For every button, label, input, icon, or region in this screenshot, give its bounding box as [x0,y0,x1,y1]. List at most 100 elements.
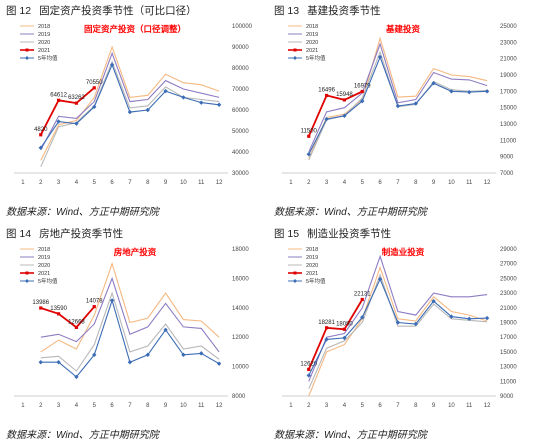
x-tick-label: 9 [432,403,436,409]
x-tick-label: 6 [110,403,114,409]
x-tick-label: 11 [466,180,473,186]
y-tick-label: 29000 [500,247,517,253]
y-tick-label: 50000 [232,129,249,135]
data-point [145,107,150,113]
y-tick-label: 16000 [232,276,249,282]
data-point [342,113,347,119]
x-tick-label: 3 [325,403,329,409]
data-point [306,373,311,378]
y-tick-label: 19000 [500,321,517,327]
data-point [127,359,133,365]
y-tick-label: 14000 [232,306,249,312]
legend-label: 5年均值 [306,54,326,62]
x-tick-label: 4 [75,403,79,409]
data-point [307,367,311,371]
x-tick-label: 5 [361,180,365,186]
legend-marker [293,56,297,60]
x-tick-label: 1 [21,403,25,409]
line-chart: 1 2 3 4 5 6 7 8 9 10 11 123000040000500006000070000… [14,24,253,186]
legend-label: 2019 [306,32,318,38]
x-tick-label: 8 [146,403,150,409]
x-tick-label: 8 [146,180,150,186]
legend-label: 2021 [306,48,318,54]
data-point [395,103,401,109]
y-tick-label: 12000 [232,335,249,341]
x-tick-label: 10 [448,403,455,409]
x-tick-label: 1 [21,180,25,186]
series-line-2020 [40,60,220,167]
chart-title: 图 14 房地产投资季节性 [6,228,124,240]
y-tick-label: 15000 [500,350,517,356]
data-point [92,305,96,309]
x-tick-label: 3 [57,403,61,409]
x-tick-label: 11 [198,403,205,409]
chart-panel-infrastructure: 图 13 基建投资季节性 1 2 3 4 5 6 7 8 9 10 11 12 7000 9000 11000… [268,0,536,223]
series-line-2019 [308,254,488,382]
data-point [342,327,347,331]
data-point [127,109,133,115]
y-tick-label: 23000 [500,291,517,297]
data-point [74,374,79,380]
data-point [360,297,364,302]
y-tick-label: 23000 [500,40,517,46]
data-point [413,101,418,106]
x-tick-label: 2 [39,180,43,186]
x-tick-label: 12 [484,180,491,186]
series-line-2018 [308,265,488,397]
data-label: 18080 [336,321,353,327]
data-point [39,306,43,310]
y-tick-label: 18000 [232,247,249,253]
x-tick-label: 12 [216,403,223,409]
y-tick-label: 70000 [232,87,249,93]
series-line-2021 [307,90,363,137]
data-label: 70550 [86,80,103,86]
series-line-2019 [308,42,488,153]
data-point [306,152,311,157]
legend-label: 5年均值 [38,54,58,62]
data-point [56,119,61,124]
data-point [449,314,454,319]
legend-marker [25,48,29,52]
y-tick-label: 100000 [232,24,253,30]
data-point [39,133,43,137]
data-point [199,100,204,105]
x-tick-label: 9 [164,180,168,186]
series-line-2019 [40,276,220,353]
data-point [216,102,222,107]
legend-marker [25,56,29,60]
legend-label: 2020 [306,263,318,269]
series-line-2021 [40,87,95,136]
chart-panel-fixed-asset: 图 12 固定资产投资季节性（可比口径） 1 2 3 4 5 6 7 8 9 10 11 12 30000… [0,0,268,223]
source-note: 数据来源：Wind、方正中期研究院 [6,207,159,218]
series-line-2021 [307,299,364,370]
data-point [324,116,329,122]
chart-annotation: 基建投资 [385,24,421,35]
y-tick-label: 9000 [500,394,514,400]
data-point [181,95,186,100]
y-tick-label: 15000 [500,106,517,112]
series-line-2018 [40,45,220,161]
data-point [431,80,436,86]
x-tick-label: 3 [57,180,61,186]
x-tick-label: 5 [93,403,97,409]
series-line-avg [40,63,220,149]
y-tick-label: 40000 [232,150,249,156]
legend-label: 2019 [38,32,50,38]
x-tick-label: 3 [325,180,329,186]
data-point [109,62,115,68]
x-tick-label: 2 [307,403,311,409]
x-tick-label: 11 [466,403,473,409]
legend-label: 2021 [38,271,50,277]
x-tick-label: 2 [307,180,311,186]
x-tick-label: 11 [198,180,205,186]
y-tick-label: 13000 [500,365,517,371]
series-line-2020 [308,273,488,389]
legend-label: 2018 [306,24,318,30]
chart-title: 图 12 固定资产投资季节性（可比口径） [6,5,197,17]
x-tick-label: 6 [378,180,382,186]
x-tick-label: 8 [414,403,418,409]
data-point [163,88,168,94]
data-point [484,315,490,321]
data-point [163,327,168,333]
y-tick-label: 13000 [500,122,517,128]
